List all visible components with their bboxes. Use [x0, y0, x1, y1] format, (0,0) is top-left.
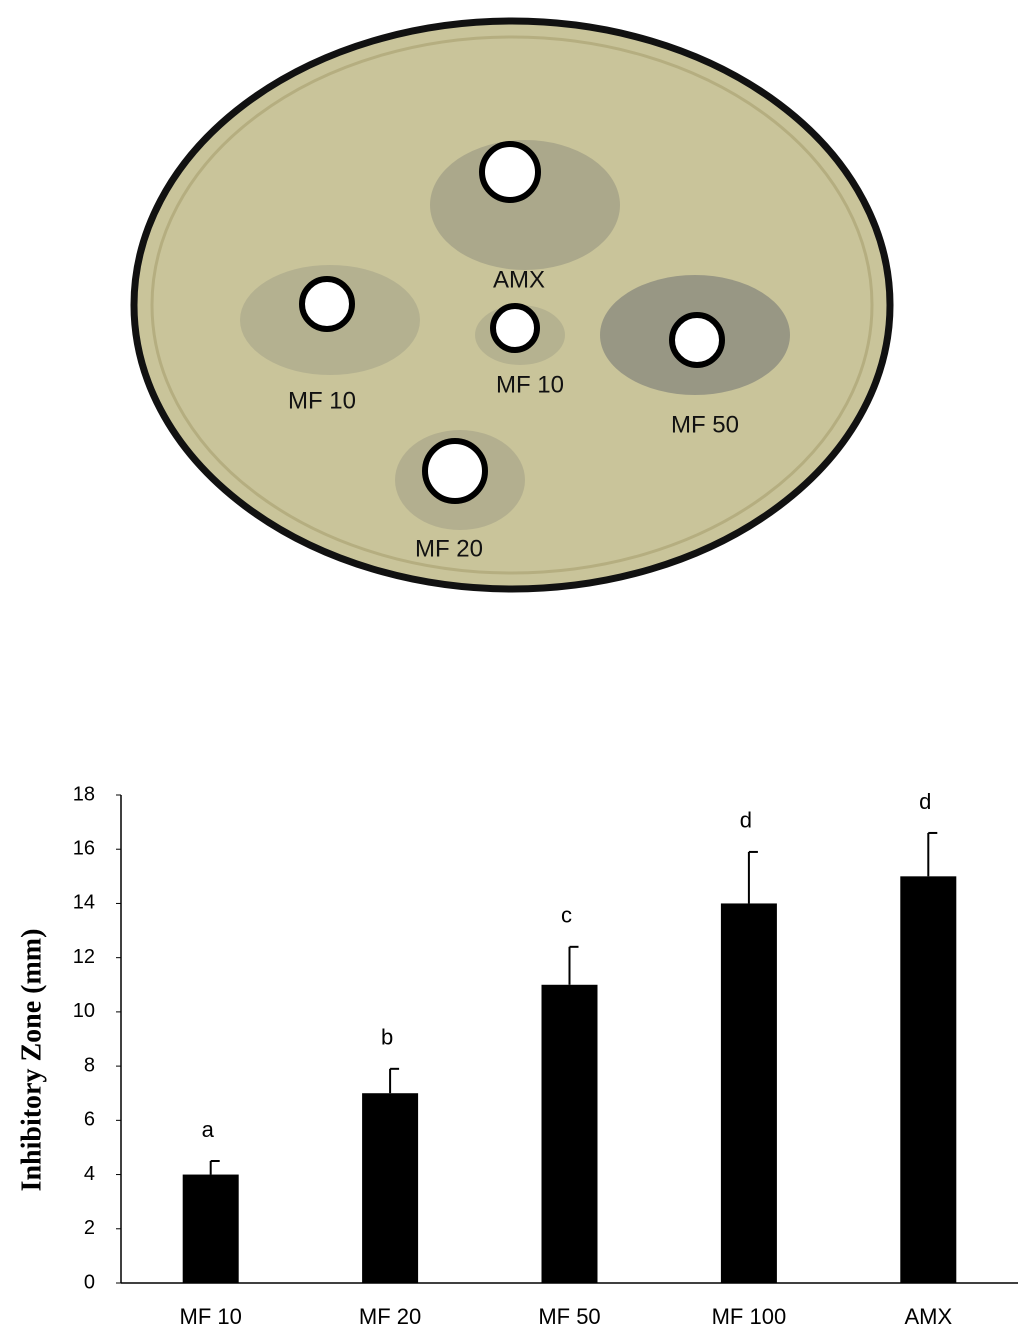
well [482, 144, 538, 200]
annotation: d [740, 808, 752, 833]
y-tick-label: 2 [84, 1217, 95, 1239]
y-tick-label: 14 [73, 892, 95, 914]
y-tick-label: 4 [84, 1163, 95, 1185]
bar [183, 1175, 239, 1283]
x-tick-label: MF 50 [538, 1304, 600, 1329]
x-tick-label: MF 100 [712, 1304, 787, 1329]
y-tick-label: 12 [73, 946, 95, 968]
annotation: b [381, 1025, 393, 1050]
photo-label: MF 50 [671, 411, 739, 438]
y-axis-label: Inhibitory Zone (mm) [16, 929, 47, 1192]
petri-dish-photo: AMX MF 10 MF 10 MF 50 MF 20 [134, 21, 890, 589]
photo-label: MF 10 [496, 371, 564, 398]
photo-label: MF 10 [288, 387, 356, 414]
photo-label: MF 20 [415, 535, 483, 562]
x-tick-label: MF 10 [180, 1304, 242, 1329]
well [302, 279, 352, 329]
y-tick-label: 6 [84, 1109, 95, 1131]
photo-label: AMX [493, 266, 545, 293]
y-tick-label: 10 [73, 1000, 95, 1022]
annotation: d [919, 789, 931, 814]
annotation: a [202, 1117, 215, 1142]
annotation: c [561, 903, 572, 928]
y-tick-label: 18 [73, 783, 95, 805]
y-tick-label: 0 [84, 1271, 95, 1293]
y-tick-label: 8 [84, 1054, 95, 1076]
bar [542, 985, 598, 1283]
x-tick-label: AMX [904, 1304, 952, 1329]
bar [721, 903, 777, 1283]
well [493, 306, 537, 350]
well [672, 315, 722, 365]
well [425, 441, 485, 501]
bar [362, 1093, 418, 1283]
y-tick-label: 16 [73, 838, 95, 860]
x-tick-label: MF 20 [359, 1304, 421, 1329]
bar [900, 876, 956, 1283]
figure: AMX MF 10 MF 10 MF 50 MF 20 Inhibitory Z… [0, 0, 1018, 1332]
